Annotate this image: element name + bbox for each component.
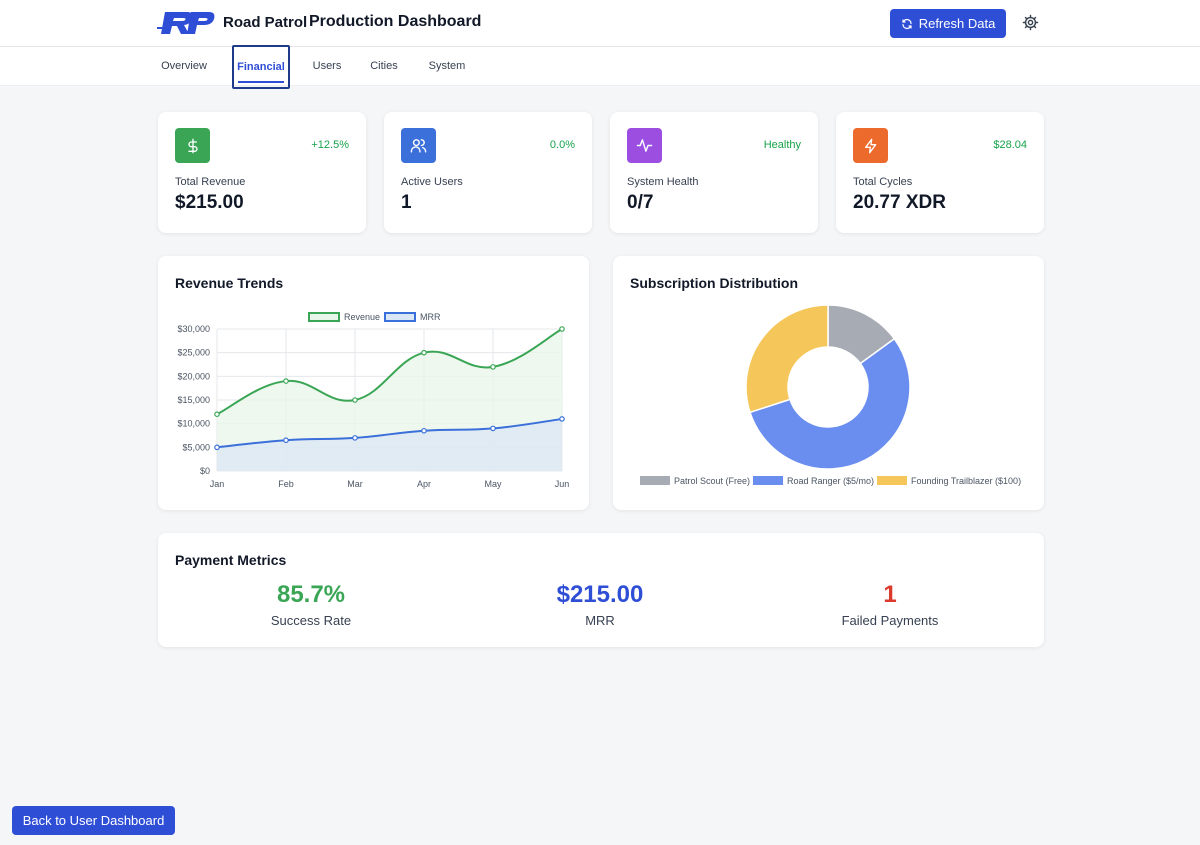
refresh-icon <box>902 18 912 29</box>
refresh-data-button[interactable]: Refresh Data <box>890 9 1006 38</box>
metric-failed-payments: 1 Failed Payments <box>790 581 990 628</box>
y-tick-label: $20,000 <box>177 371 210 381</box>
tab-bar: Overview Financial Users Cities System <box>0 45 1200 89</box>
tab-users[interactable]: Users <box>312 60 342 72</box>
data-point <box>421 349 427 356</box>
lightning-icon <box>853 128 888 163</box>
legend-label: MRR <box>420 312 441 322</box>
revenue-trends-card: Revenue Trends $0 $5,000 $10,000 $15,000 $20… <box>158 256 589 510</box>
revenue-trends-title: Revenue Trends <box>175 275 284 291</box>
legend-swatch <box>877 476 907 485</box>
data-point <box>352 435 358 441</box>
metric-mrr: $215.00 MRR <box>500 581 700 628</box>
gear-icon[interactable] <box>1022 14 1039 31</box>
data-point <box>559 416 565 422</box>
metric-label: MRR <box>585 613 615 628</box>
stat-value: $215.00 <box>175 192 244 213</box>
legend-swatch <box>753 476 783 485</box>
stat-change: $28.04 <box>993 139 1027 151</box>
metric-value: $215.00 <box>556 581 644 608</box>
stat-label: Active Users <box>401 176 463 188</box>
stat-card-total-cycles: $28.04 Total Cycles 20.77 XDR <box>836 112 1044 233</box>
legend-swatch <box>640 476 670 485</box>
legend-swatch <box>308 312 340 322</box>
payment-metrics-title: Payment Metrics <box>175 552 287 568</box>
x-tick-label: Apr <box>417 479 431 489</box>
road-patrol-logo <box>157 12 215 34</box>
series-line-mrr <box>216 417 563 449</box>
pie-slice <box>749 337 911 470</box>
legend-swatch <box>384 312 416 322</box>
stat-card-total-revenue: +12.5% Total Revenue $215.00 <box>158 112 366 233</box>
subscription-distribution-chart: Patrol Scout (Free) Road Ranger ($5/mo) Fo… <box>640 304 1021 486</box>
y-tick-label: $10,000 <box>177 419 210 429</box>
payment-metrics-card: Payment Metrics 85.7% Success Rate $215.… <box>158 533 1044 647</box>
data-point <box>490 425 496 432</box>
tab-cities[interactable]: Cities <box>370 60 398 72</box>
top-header: Road Patrol Production Dashboard Refresh… <box>0 0 1200 47</box>
tab-overview[interactable]: Overview <box>161 60 207 72</box>
data-point <box>214 444 220 451</box>
stat-value: 1 <box>401 192 412 213</box>
pie-slice <box>745 304 829 414</box>
stat-change: +12.5% <box>311 139 349 151</box>
metric-value: 1 <box>883 581 897 608</box>
users-icon <box>401 128 436 163</box>
series-area-mrr <box>217 418 562 471</box>
data-point <box>352 397 358 403</box>
activity-icon <box>627 128 662 163</box>
stat-value: 20.77 XDR <box>853 192 946 213</box>
stat-label: System Health <box>627 176 699 188</box>
x-tick-label: Mar <box>347 479 363 489</box>
subscription-distribution-title: Subscription Distribution <box>630 275 798 291</box>
metric-value: 85.7% <box>276 581 346 608</box>
legend-label: Revenue <box>344 312 380 322</box>
legend-label: Patrol Scout (Free) <box>674 476 750 486</box>
x-tick-label: Jun <box>555 479 570 489</box>
legend-label: Road Ranger ($5/mo) <box>787 476 874 486</box>
tab-financial[interactable]: Financial <box>232 45 290 89</box>
x-tick-label: Jan <box>210 479 225 489</box>
metric-label: Failed Payments <box>841 613 939 628</box>
stat-card-active-users: 0.0% Active Users 1 <box>384 112 592 233</box>
y-tick-label: $30,000 <box>177 324 210 334</box>
brand-name: Road Patrol <box>223 14 308 31</box>
stat-label: Total Revenue <box>175 176 246 188</box>
metric-success-rate: 85.7% Success Rate <box>211 581 411 628</box>
page-title: Production Dashboard <box>309 13 482 30</box>
subscription-distribution-card: Subscription Distribution Patrol Scout (… <box>613 256 1044 510</box>
revenue-trends-chart: $0 $5,000 $10,000 $15,000 $20,000 $25,000 $30,… <box>177 312 570 489</box>
stat-value: 0/7 <box>627 192 654 213</box>
y-tick-label: $0 <box>200 466 210 476</box>
metric-label: Success Rate <box>270 613 352 628</box>
dollar-icon <box>175 128 210 163</box>
data-point <box>490 364 496 370</box>
back-to-user-dashboard-button[interactable]: Back to User Dashboard <box>12 806 175 835</box>
x-tick-label: May <box>484 479 502 489</box>
data-point <box>283 378 289 384</box>
data-point <box>421 427 427 434</box>
data-point <box>214 411 220 418</box>
stat-change: 0.0% <box>549 139 575 151</box>
refresh-data-label: Refresh Data <box>918 16 996 31</box>
legend-label: Founding Trailblazer ($100) <box>911 476 1021 486</box>
tab-system[interactable]: System <box>428 60 466 72</box>
stat-label: Total Cycles <box>853 176 913 188</box>
x-tick-label: Feb <box>278 479 294 489</box>
stat-change: Healthy <box>763 139 801 151</box>
y-tick-label: $25,000 <box>177 348 210 358</box>
y-tick-label: $15,000 <box>177 395 210 405</box>
y-tick-label: $5,000 <box>182 442 210 452</box>
stat-card-system-health: Healthy System Health 0/7 <box>610 112 818 233</box>
data-point <box>559 326 565 332</box>
data-point <box>283 437 289 444</box>
